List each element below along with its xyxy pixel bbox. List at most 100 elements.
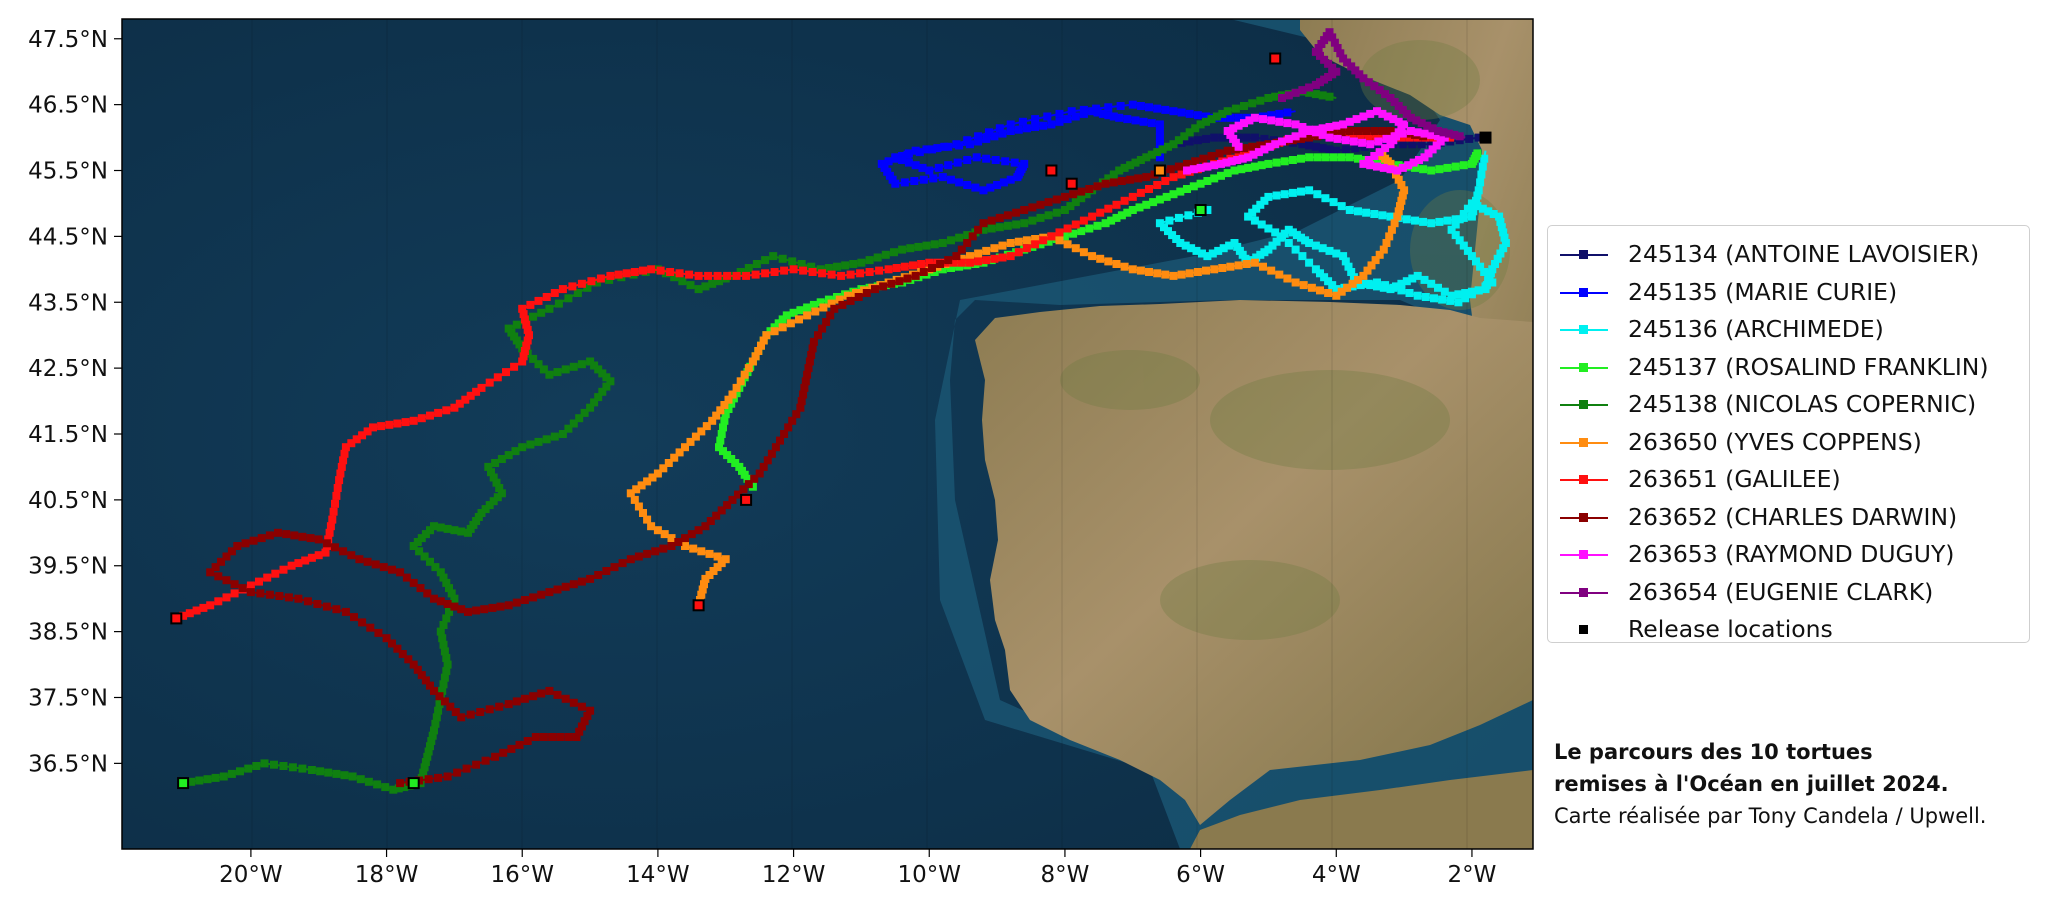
track-point [1212, 112, 1221, 121]
track-point [1193, 111, 1202, 120]
track-point [1389, 115, 1398, 124]
track-point [402, 573, 411, 582]
track-point [324, 768, 333, 777]
track-point [643, 549, 652, 558]
track-point [1067, 107, 1076, 116]
track-point [1379, 245, 1388, 254]
track-point [586, 403, 595, 412]
track-point [1117, 211, 1126, 220]
track-point [1325, 92, 1334, 101]
track-point [347, 551, 356, 560]
track-point [417, 414, 426, 423]
y-tick-label: 38.5°N [28, 620, 108, 646]
track-point [1393, 212, 1402, 221]
track-point [744, 264, 753, 272]
track-point [1394, 175, 1403, 184]
track-point [294, 594, 303, 603]
track-point [1257, 220, 1266, 229]
track-point [1112, 200, 1121, 209]
track-point [1185, 137, 1194, 146]
track-point [979, 225, 988, 234]
track-point [1153, 104, 1162, 113]
track-point [385, 420, 394, 429]
track-point [462, 764, 471, 773]
track-point [558, 430, 567, 438]
track-point [1367, 261, 1376, 270]
x-tick-label: 2°W [1448, 862, 1497, 888]
track-point [1153, 269, 1162, 278]
track-point [1333, 44, 1342, 52]
track-point [417, 534, 426, 543]
caption-title-line2: remises à l'Océan en juillet 2024. [1554, 772, 1949, 796]
track-point [1256, 250, 1265, 259]
track-point [700, 580, 708, 589]
track-point [925, 166, 934, 175]
track-point [653, 469, 662, 478]
track-point [466, 391, 475, 400]
track-point [539, 365, 548, 374]
track-point [529, 312, 538, 321]
track-point [1014, 248, 1023, 257]
track-point [1055, 228, 1064, 237]
track-point [341, 443, 350, 452]
track-point [666, 268, 675, 276]
track-point [227, 769, 236, 778]
track-point [279, 762, 288, 770]
track-point [1126, 175, 1135, 184]
track-point [1364, 78, 1373, 87]
track-point [1347, 268, 1356, 276]
track-point [534, 360, 543, 369]
track-point [995, 124, 1004, 133]
track-point [1288, 156, 1297, 164]
track-point [1463, 204, 1472, 213]
track-point [427, 737, 436, 745]
track-point [420, 552, 429, 561]
track-point [1311, 128, 1320, 137]
track-point [573, 289, 582, 297]
track-point [895, 277, 904, 286]
track-point [1373, 278, 1381, 287]
track-point [1052, 208, 1061, 217]
track-point [356, 775, 365, 784]
track-point [1467, 252, 1476, 261]
track-point [432, 713, 441, 722]
track-point [892, 264, 901, 272]
track-point [1198, 249, 1206, 258]
track-point [393, 419, 402, 428]
track-point [1191, 157, 1200, 166]
track-point [1155, 120, 1164, 129]
track-point [1169, 271, 1178, 280]
track-point [929, 174, 938, 183]
track-point [1031, 235, 1040, 243]
track-point [1203, 252, 1212, 261]
track-point [1003, 221, 1012, 230]
track-point [1430, 294, 1438, 303]
track-point [933, 144, 942, 153]
x-tick-label: 4°W [1312, 862, 1361, 888]
track-point [542, 293, 551, 301]
track-point [1244, 153, 1253, 162]
track-point [1071, 220, 1080, 229]
track-point [1063, 224, 1072, 233]
track-point [222, 552, 231, 561]
track-point [1044, 211, 1053, 220]
track-point [830, 304, 839, 313]
track-point [871, 285, 879, 294]
track-point [1278, 137, 1286, 146]
legend-item: 245138 (NICOLAS COPERNIC) [1548, 386, 2028, 423]
track-point [1225, 241, 1234, 250]
track-263651 [172, 127, 1459, 623]
track-point [426, 742, 434, 751]
legend-label: 263654 (EUGENIE CLARK) [1628, 577, 1934, 606]
track-point [884, 265, 893, 274]
track-point [1264, 245, 1273, 254]
track-point [1480, 154, 1489, 163]
track-point [1455, 132, 1464, 141]
track-point [1500, 233, 1509, 242]
track-point [341, 607, 350, 616]
track-point [1006, 239, 1015, 247]
y-tick-label: 45.5°N [28, 159, 108, 185]
track-point [618, 559, 627, 568]
legend-label: 245134 (ANTOINE LAVOISIER) [1628, 240, 1980, 268]
track-point [1043, 112, 1052, 121]
